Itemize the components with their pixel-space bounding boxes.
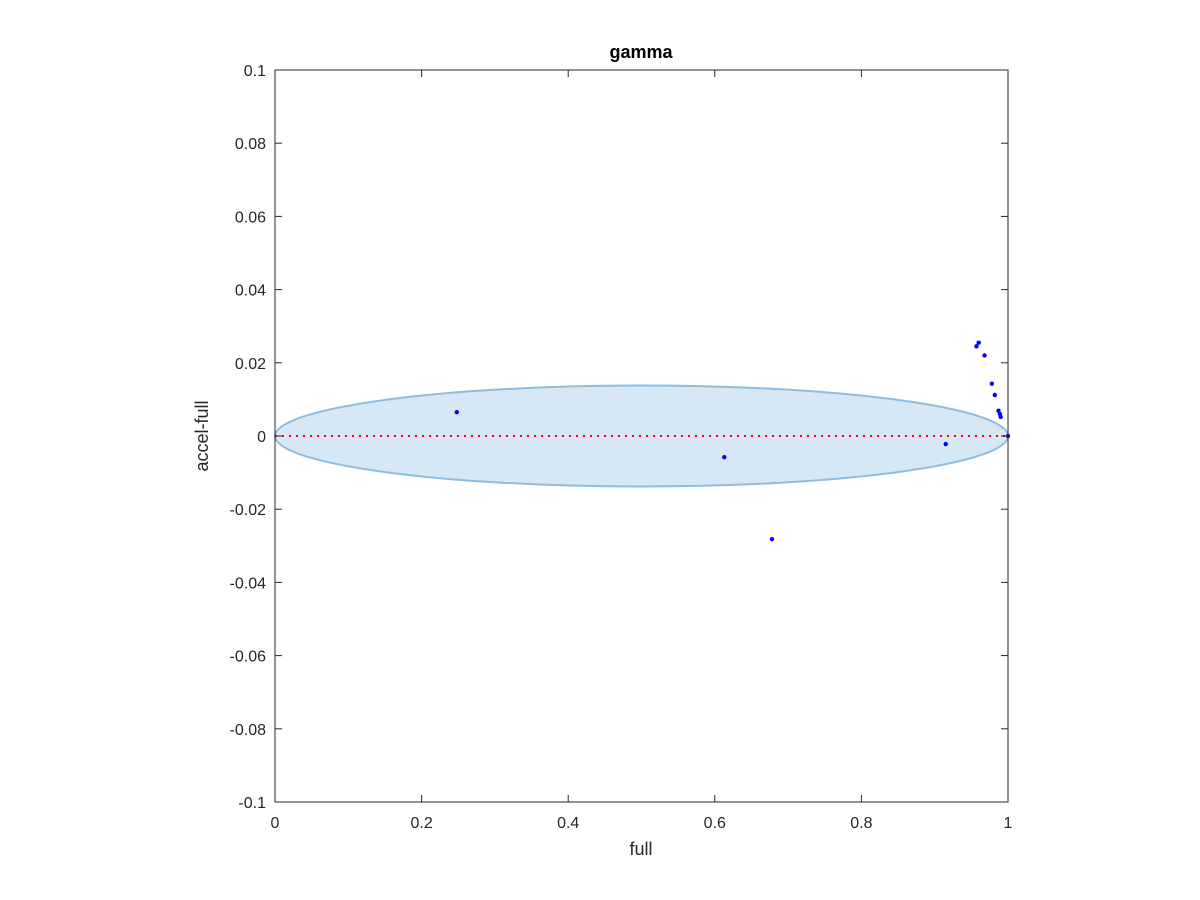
scatter-point	[998, 414, 1003, 420]
x-tick-label: 0	[271, 815, 280, 832]
y-tick-label: 0.08	[235, 136, 266, 153]
y-tick-label: 0.1	[244, 63, 266, 80]
scatter-point	[454, 410, 459, 415]
y-tick-label: -0.08	[230, 722, 267, 739]
scatter-point	[996, 408, 1001, 413]
y-tick-label: 0.04	[235, 283, 266, 300]
y-tick-label: -0.06	[230, 649, 267, 666]
data-marks	[274, 340, 1011, 542]
x-tick-label: 1	[1004, 815, 1013, 832]
scatter-point	[943, 441, 948, 447]
x-tick-label: 0.8	[850, 815, 872, 832]
scatter-point	[992, 392, 998, 398]
y-tick-label: -0.04	[230, 575, 267, 592]
scatter-point	[982, 353, 987, 358]
scatter-point	[989, 381, 995, 386]
y-tick-label: -0.1	[238, 795, 266, 812]
x-tick-label: 0.6	[704, 815, 726, 832]
axes: 0 0.2 0.4 0.6 0.8 1 -0.1 -0.08 -0.06 -0.04 -0.02 0 0…	[230, 63, 1013, 832]
scatter-point	[722, 455, 727, 460]
x-tick-label: 0.2	[410, 815, 432, 832]
y-tick-label: 0.06	[235, 209, 266, 226]
scatter-point	[974, 344, 979, 349]
x-tick-label: 0.4	[557, 815, 579, 832]
scatter-point	[976, 340, 981, 345]
y-axis-label: accel-full	[192, 400, 212, 471]
y-tick-label: -0.02	[230, 502, 267, 519]
y-tick-label: 0.02	[235, 356, 266, 373]
x-axis-label: full	[629, 839, 652, 859]
y-tick-label: 0	[257, 429, 266, 446]
scatter-point	[769, 537, 775, 542]
chart-title: gamma	[609, 42, 673, 62]
